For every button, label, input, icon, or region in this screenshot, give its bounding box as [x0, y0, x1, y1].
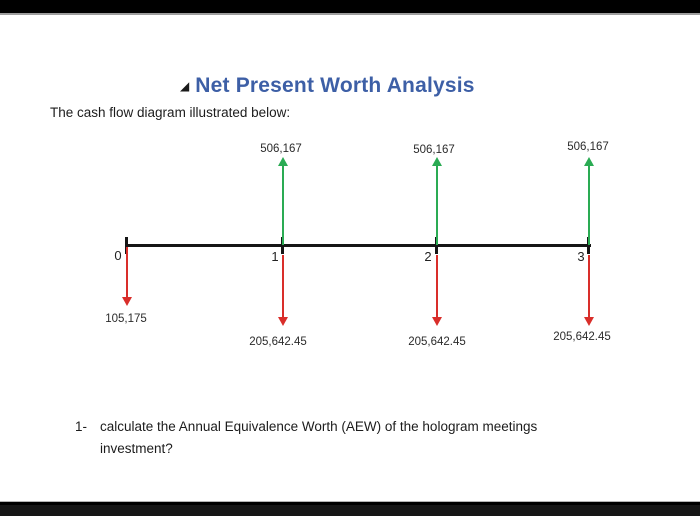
- arrowhead-up-icon: [278, 157, 288, 166]
- page-title: Net Present Worth Analysis: [195, 74, 475, 97]
- timeline-tick-1: [281, 237, 284, 254]
- outflow-arrow-line-0: [126, 247, 128, 298]
- arrowhead-down-icon: [278, 317, 288, 326]
- outflow-amount-3: 205,642.45: [553, 331, 611, 343]
- inflow-arrow-line-3: [588, 165, 590, 245]
- arrowhead-down-icon: [122, 297, 132, 306]
- period-label-3: 3: [577, 249, 585, 264]
- question-text: calculate the Annual Equivalence Worth (…: [100, 416, 537, 460]
- inflow-arrow-line-2: [436, 165, 438, 245]
- slide-title-row: ◢ Net Present Worth Analysis: [180, 74, 475, 98]
- question-line-2: investment?: [100, 441, 173, 456]
- period-label-1: 1: [271, 249, 279, 264]
- arrowhead-down-icon: [432, 317, 442, 326]
- outflow-arrow-line-3: [588, 255, 590, 318]
- question-number: 1-: [75, 419, 88, 434]
- inflow-amount-3: 506,167: [567, 141, 609, 153]
- outflow-amount-2: 205,642.45: [408, 336, 466, 348]
- period-label-2: 2: [424, 249, 432, 264]
- timeline-axis: [126, 244, 591, 247]
- period-label-0: 0: [114, 248, 122, 263]
- arrowhead-up-icon: [584, 157, 594, 166]
- timeline-tick-3: [587, 237, 590, 254]
- outflow-arrow-line-2: [436, 255, 438, 318]
- intro-text: The cash flow diagram illustrated below:: [50, 105, 291, 120]
- timeline-tick-0: [125, 237, 128, 254]
- collapse-triangle-icon: ◢: [180, 79, 190, 93]
- arrowhead-down-icon: [584, 317, 594, 326]
- outflow-amount-1: 205,642.45: [249, 336, 307, 348]
- inflow-arrow-line-1: [282, 165, 284, 245]
- question-block: 1- calculate the Annual Equivalence Wort…: [75, 416, 537, 460]
- question-line-1: calculate the Annual Equivalence Worth (…: [100, 419, 538, 434]
- inflow-amount-1: 506,167: [260, 143, 302, 155]
- timeline-tick-2: [435, 237, 438, 254]
- outflow-arrow-line-1: [282, 255, 284, 318]
- inflow-amount-2: 506,167: [413, 144, 455, 156]
- top-black-bar: [0, 0, 700, 13]
- outflow-amount-0: 105,175: [105, 313, 147, 325]
- arrowhead-up-icon: [432, 157, 442, 166]
- bottom-black-bar: [0, 502, 700, 516]
